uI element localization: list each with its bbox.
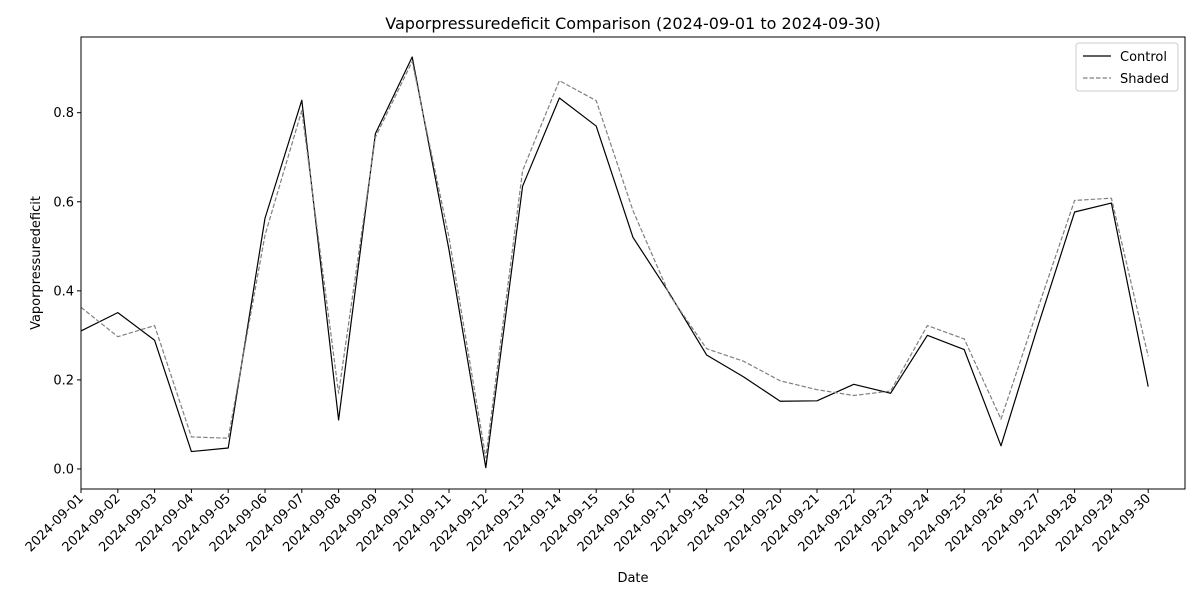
legend-label-control: Control — [1120, 50, 1167, 65]
series-line-shaded — [80, 60, 1149, 459]
plot-area — [80, 56, 1149, 469]
y-axis: 0.0 0.2 0.4 0.6 0.8 — [53, 106, 81, 477]
legend: Control Shaded — [1075, 42, 1179, 92]
chart-title: Vaporpressuredeficit Comparison (2024-09… — [385, 14, 880, 33]
y-tick-label: 0.6 — [53, 195, 74, 210]
x-axis-label: Date — [617, 571, 648, 586]
y-tick-label: 0.0 — [53, 462, 74, 477]
y-axis-label: Vaporpressuredeficit — [29, 196, 44, 330]
series-line-control — [80, 56, 1149, 469]
y-tick-label: 0.2 — [53, 373, 74, 388]
y-tick-label: 0.4 — [53, 284, 74, 299]
legend-box — [1075, 42, 1179, 92]
legend-label-shaded: Shaded — [1120, 72, 1169, 87]
y-tick-label: 0.8 — [53, 106, 74, 121]
